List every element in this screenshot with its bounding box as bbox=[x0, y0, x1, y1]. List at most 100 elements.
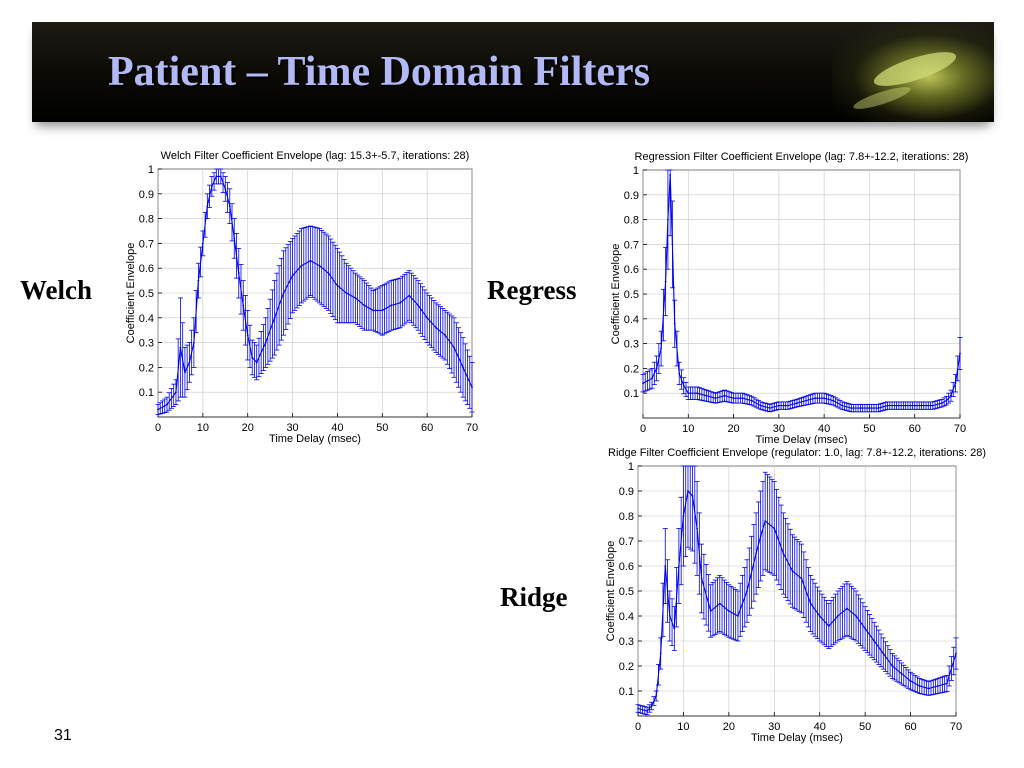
data-point bbox=[184, 371, 186, 374]
x-tick-label: 30 bbox=[286, 422, 298, 434]
data-point bbox=[800, 577, 803, 580]
data-point bbox=[945, 399, 948, 402]
data-point bbox=[936, 685, 939, 687]
data-point bbox=[823, 397, 826, 400]
x-tick-label: 50 bbox=[859, 721, 871, 733]
data-point bbox=[909, 680, 912, 682]
data-point bbox=[868, 407, 871, 409]
data-point bbox=[737, 615, 739, 617]
y-tick-label: 0.4 bbox=[624, 314, 639, 326]
x-tick-label: 40 bbox=[331, 422, 343, 434]
data-point bbox=[237, 272, 240, 275]
regress-chart: 0 10 20 30 40 50 60 70 0.1 0.2 0.3 0.4 0.5 0.6 0.7 0.8 0… bbox=[610, 151, 969, 444]
data-point bbox=[777, 404, 780, 407]
data-point bbox=[882, 652, 885, 655]
x-axis-label: Time Delay (msec) bbox=[751, 732, 843, 744]
y-tick-label: 0.5 bbox=[619, 586, 634, 598]
data-point bbox=[659, 652, 662, 655]
data-point bbox=[671, 243, 674, 246]
data-point bbox=[444, 334, 446, 337]
data-point bbox=[354, 297, 357, 299]
x-tick-label: 60 bbox=[421, 422, 433, 434]
label-welch: Welch bbox=[20, 275, 92, 305]
data-point bbox=[246, 334, 249, 337]
data-point bbox=[667, 218, 669, 221]
y-tick-label: 0.3 bbox=[624, 339, 639, 351]
data-point bbox=[471, 386, 473, 389]
data-point bbox=[873, 640, 876, 642]
data-point bbox=[791, 570, 794, 572]
data-point bbox=[399, 302, 402, 304]
chart-title: Regression Filter Coefficient Envelope (… bbox=[635, 151, 969, 163]
y-tick-label: 0.5 bbox=[624, 289, 639, 301]
data-point bbox=[877, 407, 880, 409]
data-point bbox=[940, 402, 943, 405]
chart-title: Welch Filter Coefficient Envelope (lag: … bbox=[161, 150, 470, 162]
data-point bbox=[955, 652, 957, 655]
y-axis-label: Coefficient Envelope bbox=[125, 243, 137, 344]
data-point bbox=[646, 379, 649, 382]
y-tick-label: 0.4 bbox=[139, 313, 154, 325]
x-tick-label: 10 bbox=[682, 423, 694, 435]
data-point bbox=[166, 403, 168, 406]
data-point bbox=[642, 382, 644, 385]
data-point bbox=[836, 615, 839, 617]
y-tick-label: 0.1 bbox=[624, 388, 639, 400]
data-point bbox=[291, 274, 294, 277]
data-point bbox=[755, 552, 758, 555]
data-point bbox=[741, 397, 744, 400]
data-point bbox=[954, 382, 957, 385]
data-point bbox=[895, 404, 898, 407]
y-tick-label: 1 bbox=[628, 461, 634, 473]
data-point bbox=[327, 272, 330, 275]
data-point bbox=[727, 610, 730, 612]
y-tick-label: 0.4 bbox=[619, 611, 634, 623]
data-point bbox=[891, 665, 894, 667]
data-point bbox=[206, 205, 209, 208]
data-point bbox=[886, 404, 889, 407]
data-point bbox=[175, 391, 177, 394]
data-point bbox=[673, 627, 676, 630]
data-point bbox=[859, 407, 862, 409]
data-point bbox=[381, 309, 384, 312]
y-axis-label: Coefficient Envelope bbox=[610, 244, 622, 345]
y-tick-label: 0.6 bbox=[139, 263, 154, 275]
data-point bbox=[637, 707, 639, 710]
x-tick-label: 50 bbox=[376, 422, 388, 434]
x-tick-label: 70 bbox=[466, 422, 478, 434]
data-point bbox=[959, 352, 961, 355]
data-point bbox=[363, 304, 366, 307]
data-point bbox=[855, 615, 857, 617]
data-point bbox=[682, 515, 685, 517]
data-point bbox=[273, 316, 276, 319]
y-tick-label: 0.3 bbox=[139, 338, 154, 350]
data-point bbox=[764, 520, 767, 522]
y-tick-label: 0.6 bbox=[624, 264, 639, 276]
data-point bbox=[809, 602, 812, 605]
data-point bbox=[827, 625, 830, 627]
data-point bbox=[700, 577, 703, 580]
data-point bbox=[732, 397, 735, 400]
data-point bbox=[696, 392, 699, 395]
data-point bbox=[219, 175, 222, 178]
x-tick-label: 60 bbox=[904, 721, 916, 733]
data-point bbox=[750, 399, 753, 402]
data-point bbox=[846, 607, 848, 610]
y-tick-label: 0.3 bbox=[619, 636, 634, 648]
data-point bbox=[918, 685, 921, 687]
y-tick-label: 0.6 bbox=[619, 561, 634, 573]
data-point bbox=[157, 408, 159, 411]
data-point bbox=[188, 361, 191, 364]
x-tick-label: 20 bbox=[727, 423, 739, 435]
data-point bbox=[435, 326, 438, 329]
data-point bbox=[197, 279, 200, 282]
data-point bbox=[255, 361, 258, 364]
data-point bbox=[682, 384, 685, 387]
data-point bbox=[904, 404, 907, 407]
data-point bbox=[660, 347, 663, 350]
x-axis-label: Time Delay (msec) bbox=[756, 434, 848, 444]
y-tick-label: 0.8 bbox=[624, 215, 639, 227]
data-point bbox=[664, 565, 667, 567]
data-point bbox=[841, 404, 844, 407]
data-point bbox=[714, 397, 717, 400]
